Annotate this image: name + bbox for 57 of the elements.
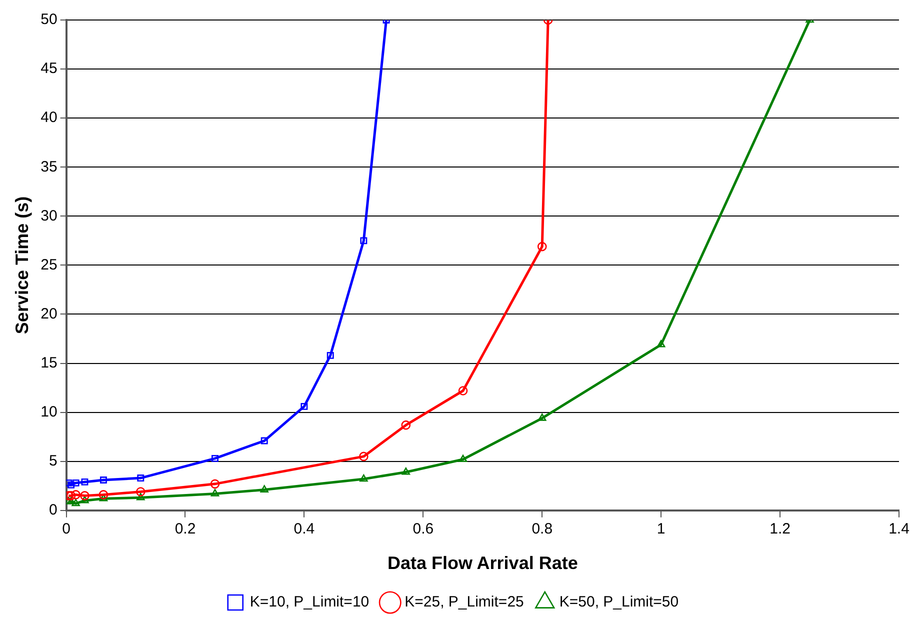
- point: [137, 474, 144, 482]
- y-tick-label: 0: [48, 502, 58, 519]
- point: [360, 237, 368, 244]
- point: [260, 485, 268, 492]
- point: [210, 489, 220, 496]
- point: [458, 454, 468, 462]
- x-tick-label: 0.8: [532, 520, 553, 538]
- point: [71, 490, 80, 500]
- x-tick-label: 0: [62, 520, 70, 538]
- point: [99, 494, 108, 502]
- x-tick-label: 0.4: [294, 520, 315, 538]
- x-axis-title: Data Flow Arrival Rate: [387, 553, 578, 574]
- point: [80, 491, 90, 500]
- y-tick-label: 30: [40, 207, 58, 224]
- point: [326, 352, 334, 359]
- legend-label: K=50, P_Limit=50: [559, 594, 679, 611]
- point: [401, 420, 411, 430]
- point: [72, 498, 80, 506]
- y-tick-label: 40: [40, 109, 58, 126]
- y-tick-label: 15: [40, 354, 58, 372]
- point: [98, 490, 108, 500]
- point: [100, 476, 107, 484]
- point: [458, 386, 468, 396]
- y-tick-label: 10: [40, 403, 58, 420]
- x-tick-label: 0.6: [412, 520, 434, 538]
- y-axis-title: Service Time (s): [12, 196, 32, 334]
- point: [359, 452, 368, 462]
- point: [537, 242, 547, 252]
- point: [212, 454, 218, 462]
- y-tick-label: 5: [48, 452, 58, 470]
- point: [136, 487, 146, 496]
- point: [360, 474, 368, 482]
- point: [66, 491, 76, 500]
- point: [136, 493, 145, 500]
- point: [80, 496, 89, 504]
- point: [81, 478, 88, 486]
- x-tick-label: 0.2: [174, 520, 196, 538]
- point: [68, 481, 75, 488]
- point: [72, 479, 80, 486]
- point: [656, 340, 666, 348]
- point: [260, 437, 268, 444]
- point: [210, 479, 220, 489]
- x-tick-label: 1: [656, 520, 666, 538]
- point: [66, 496, 73, 504]
- legend-label: K=25, P_Limit=25: [404, 594, 524, 611]
- y-tick-label: 45: [40, 60, 58, 78]
- y-tick-label: 35: [40, 158, 58, 176]
- point: [66, 479, 72, 486]
- legend-label: K=10, P_Limit=10: [250, 594, 370, 611]
- y-tick-label: 25: [40, 256, 58, 274]
- y-tick-label: 50: [40, 11, 58, 28]
- point: [538, 414, 546, 421]
- point: [300, 402, 308, 410]
- y-tick-label: 20: [40, 305, 58, 322]
- x-tick-label: 1.2: [770, 520, 790, 538]
- point: [402, 468, 410, 475]
- x-tick-label: 1.4: [888, 520, 910, 538]
